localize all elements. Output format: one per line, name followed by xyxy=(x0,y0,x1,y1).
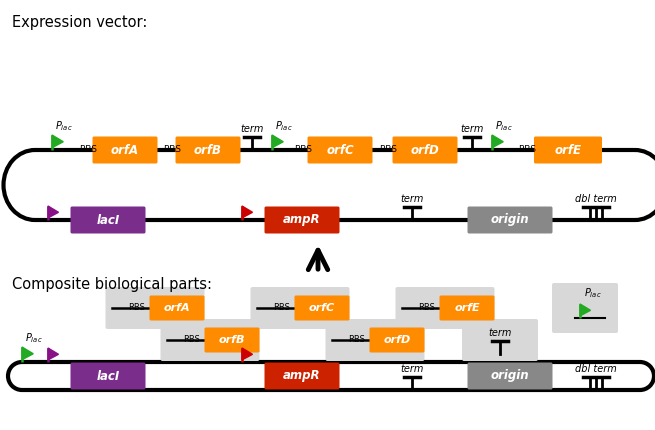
Text: P$_{lac}$: P$_{lac}$ xyxy=(55,119,73,133)
Text: ampR: ampR xyxy=(283,214,321,227)
Text: RBS: RBS xyxy=(128,304,145,313)
Text: ampR: ampR xyxy=(283,369,321,383)
Text: term: term xyxy=(460,124,483,134)
Text: P$_{lac}$: P$_{lac}$ xyxy=(495,119,513,133)
Text: Expression vector:: Expression vector: xyxy=(12,15,147,30)
Text: dbl term: dbl term xyxy=(575,364,617,374)
Text: P$_{lac}$: P$_{lac}$ xyxy=(25,331,43,345)
FancyBboxPatch shape xyxy=(250,287,350,329)
Text: RBS: RBS xyxy=(419,304,436,313)
Text: orfC: orfC xyxy=(309,303,335,313)
Text: lacI: lacI xyxy=(96,369,120,383)
Text: orfD: orfD xyxy=(411,144,440,157)
Polygon shape xyxy=(272,135,283,148)
FancyBboxPatch shape xyxy=(204,328,259,353)
Text: orfC: orfC xyxy=(326,144,354,157)
Polygon shape xyxy=(242,206,252,218)
FancyBboxPatch shape xyxy=(105,287,204,329)
Text: RBS: RBS xyxy=(163,145,181,154)
Text: orfB: orfB xyxy=(194,144,222,157)
Text: orfA: orfA xyxy=(111,144,139,157)
FancyBboxPatch shape xyxy=(71,206,145,233)
FancyBboxPatch shape xyxy=(176,136,240,163)
Text: orfE: orfE xyxy=(454,303,480,313)
Text: P$_{lac}$: P$_{lac}$ xyxy=(275,119,293,133)
FancyBboxPatch shape xyxy=(392,136,457,163)
Polygon shape xyxy=(52,135,64,148)
Polygon shape xyxy=(22,347,33,360)
Text: RBS: RBS xyxy=(518,145,536,154)
Text: term: term xyxy=(400,364,424,374)
FancyBboxPatch shape xyxy=(92,136,157,163)
FancyBboxPatch shape xyxy=(307,136,373,163)
Text: RBS: RBS xyxy=(274,304,290,313)
Text: term: term xyxy=(489,328,512,338)
FancyBboxPatch shape xyxy=(440,295,495,320)
Polygon shape xyxy=(580,304,591,316)
Text: RBS: RBS xyxy=(379,145,397,154)
Text: dbl term: dbl term xyxy=(575,194,617,204)
FancyBboxPatch shape xyxy=(552,283,618,333)
Text: lacI: lacI xyxy=(96,214,120,227)
Text: P$_{lac}$: P$_{lac}$ xyxy=(584,286,602,300)
Text: RBS: RBS xyxy=(183,335,200,344)
FancyBboxPatch shape xyxy=(534,136,602,163)
Polygon shape xyxy=(492,135,503,148)
Text: origin: origin xyxy=(491,369,529,383)
Polygon shape xyxy=(48,206,58,218)
FancyBboxPatch shape xyxy=(468,362,553,390)
Text: term: term xyxy=(240,124,264,134)
Text: orfE: orfE xyxy=(555,144,582,157)
Text: orfD: orfD xyxy=(383,335,411,345)
Text: Composite biological parts:: Composite biological parts: xyxy=(12,277,212,292)
FancyBboxPatch shape xyxy=(468,206,553,233)
FancyBboxPatch shape xyxy=(369,328,424,353)
Text: term: term xyxy=(400,194,424,204)
FancyBboxPatch shape xyxy=(160,319,259,361)
FancyBboxPatch shape xyxy=(71,362,145,390)
FancyBboxPatch shape xyxy=(326,319,424,361)
Text: RBS: RBS xyxy=(348,335,365,344)
Text: origin: origin xyxy=(491,214,529,227)
FancyBboxPatch shape xyxy=(396,287,495,329)
FancyBboxPatch shape xyxy=(462,319,538,361)
Text: orfB: orfB xyxy=(219,335,245,345)
FancyBboxPatch shape xyxy=(265,362,339,390)
Text: orfA: orfA xyxy=(164,303,191,313)
Text: RBS: RBS xyxy=(79,145,97,154)
FancyBboxPatch shape xyxy=(295,295,350,320)
Polygon shape xyxy=(48,348,58,360)
FancyBboxPatch shape xyxy=(265,206,339,233)
Polygon shape xyxy=(242,348,252,360)
FancyBboxPatch shape xyxy=(149,295,204,320)
Text: RBS: RBS xyxy=(294,145,312,154)
